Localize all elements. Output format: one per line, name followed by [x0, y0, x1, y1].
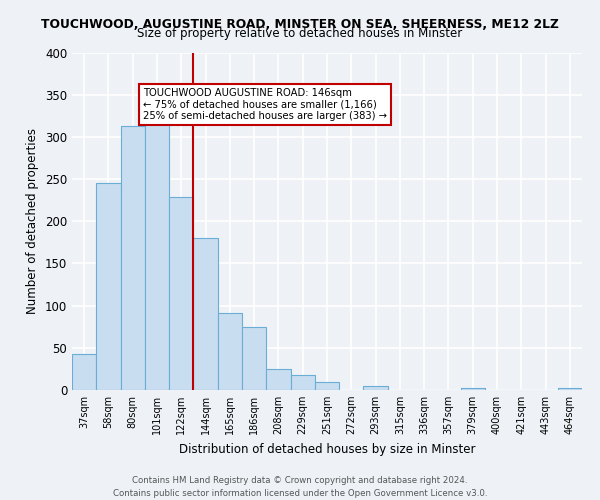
X-axis label: Distribution of detached houses by size in Minster: Distribution of detached houses by size …: [179, 442, 475, 456]
Bar: [72, 354, 96, 390]
Text: Contains HM Land Registry data © Crown copyright and database right 2024.
Contai: Contains HM Land Registry data © Crown c…: [113, 476, 487, 498]
Title: TOUCHWOOD, AUGUSTINE ROAD, MINSTER ON SEA, SHEERNESS, ME12 2LZ
Size of property : TOUCHWOOD, AUGUSTINE ROAD, MINSTER ON SE…: [0, 499, 1, 500]
Bar: [121, 126, 145, 390]
Text: TOUCHWOOD AUGUSTINE ROAD: 146sqm
← 75% of detached houses are smaller (1,166)
25: TOUCHWOOD AUGUSTINE ROAD: 146sqm ← 75% o…: [143, 88, 388, 121]
Bar: [96, 184, 121, 390]
Bar: [242, 326, 266, 390]
Text: TOUCHWOOD, AUGUSTINE ROAD, MINSTER ON SEA, SHEERNESS, ME12 2LZ: TOUCHWOOD, AUGUSTINE ROAD, MINSTER ON SE…: [41, 18, 559, 30]
Bar: [218, 313, 242, 390]
Bar: [364, 386, 388, 390]
Bar: [193, 238, 218, 390]
Bar: [315, 382, 339, 390]
Text: Size of property relative to detached houses in Minster: Size of property relative to detached ho…: [137, 28, 463, 40]
Bar: [169, 197, 193, 390]
Bar: [290, 375, 315, 390]
Bar: [145, 109, 169, 390]
Y-axis label: Number of detached properties: Number of detached properties: [26, 128, 40, 314]
Bar: [266, 369, 290, 390]
Bar: [558, 388, 582, 390]
Bar: [461, 388, 485, 390]
